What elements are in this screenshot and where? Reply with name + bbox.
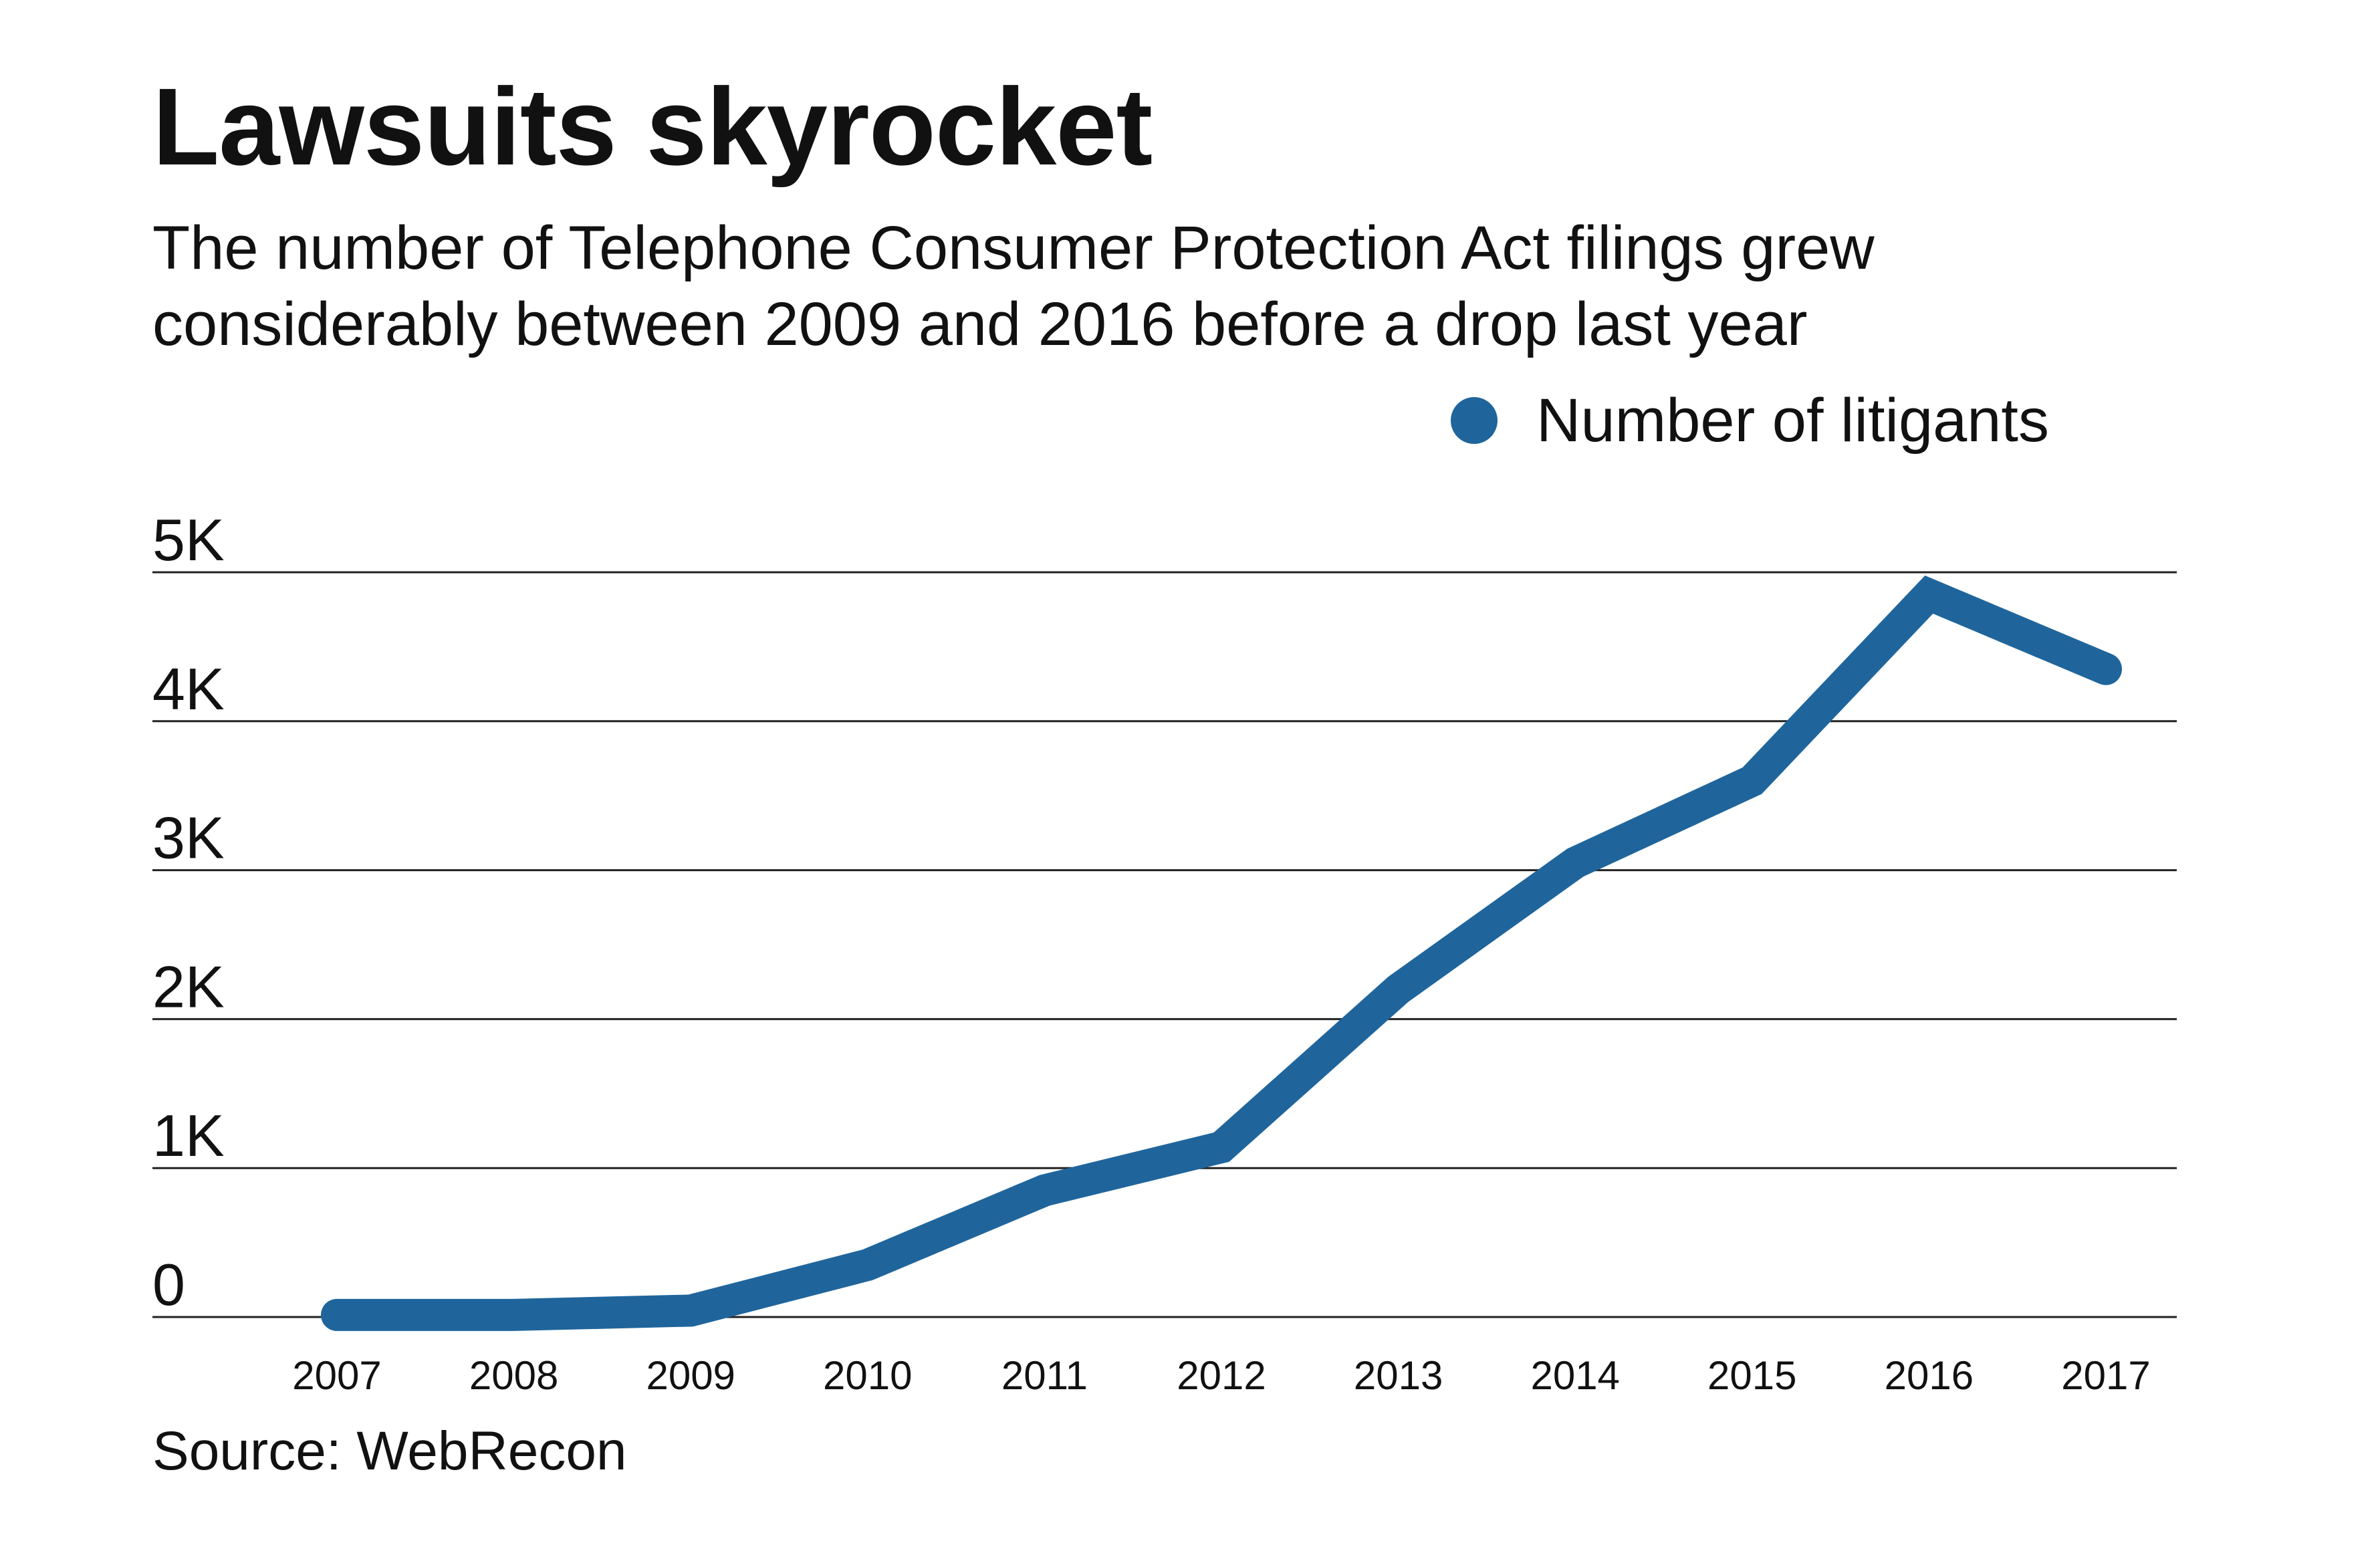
y-tick-label-0: 0 bbox=[152, 1251, 185, 1318]
chart-source: Source: WebRecon bbox=[152, 1421, 627, 1481]
x-tick-label-2013: 2013 bbox=[1354, 1353, 1443, 1398]
data-point-2016 bbox=[1928, 594, 1929, 595]
x-tick-label-2015: 2015 bbox=[1707, 1353, 1796, 1398]
chart-subtitle: The number of Telephone Consumer Protect… bbox=[152, 210, 2158, 362]
x-tick-label-2007: 2007 bbox=[292, 1353, 381, 1398]
chart-legend: Number of litigants bbox=[1451, 384, 2049, 457]
data-point-2009 bbox=[690, 1310, 691, 1311]
data-point-2017 bbox=[2105, 669, 2107, 670]
x-tick-label-2008: 2008 bbox=[469, 1353, 558, 1398]
chart-subtitle-line-1: The number of Telephone Consumer Protect… bbox=[152, 214, 1875, 282]
legend-marker bbox=[1451, 397, 1498, 444]
x-tick-label-2010: 2010 bbox=[823, 1353, 912, 1398]
series-line-1 bbox=[321, 575, 2122, 1331]
x-tick-label-2012: 2012 bbox=[1177, 1353, 1266, 1398]
chart-title: Lawsuits skyrocket bbox=[152, 66, 1153, 188]
data-point-2008 bbox=[513, 1314, 515, 1316]
y-tick-label-5K: 5K bbox=[152, 507, 225, 573]
x-tick-label-2011: 2011 bbox=[1001, 1353, 1088, 1398]
data-point-2015 bbox=[1752, 780, 1753, 782]
x-tick-label-2014: 2014 bbox=[1530, 1353, 1619, 1398]
y-tick-label-3K: 3K bbox=[152, 805, 225, 871]
x-tick-label-2009: 2009 bbox=[646, 1353, 735, 1398]
x-tick-label-2016: 2016 bbox=[1885, 1353, 1974, 1398]
legend-label: Number of litigants bbox=[1536, 386, 2049, 455]
y-tick-label-2K: 2K bbox=[152, 953, 225, 1020]
chart-subtitle-line-2: considerably between 2009 and 2016 befor… bbox=[152, 290, 1808, 358]
data-point-2010 bbox=[867, 1264, 868, 1266]
data-point-2007 bbox=[336, 1314, 338, 1316]
x-tick-label-2017: 2017 bbox=[2061, 1353, 2150, 1398]
data-point-2012 bbox=[1221, 1147, 1222, 1148]
y-tick-label-4K: 4K bbox=[152, 656, 225, 722]
y-tick-label-1K: 1K bbox=[152, 1102, 225, 1169]
data-point-2011 bbox=[1044, 1190, 1045, 1191]
data-point-2014 bbox=[1574, 862, 1576, 863]
data-point-2013 bbox=[1398, 989, 1399, 990]
